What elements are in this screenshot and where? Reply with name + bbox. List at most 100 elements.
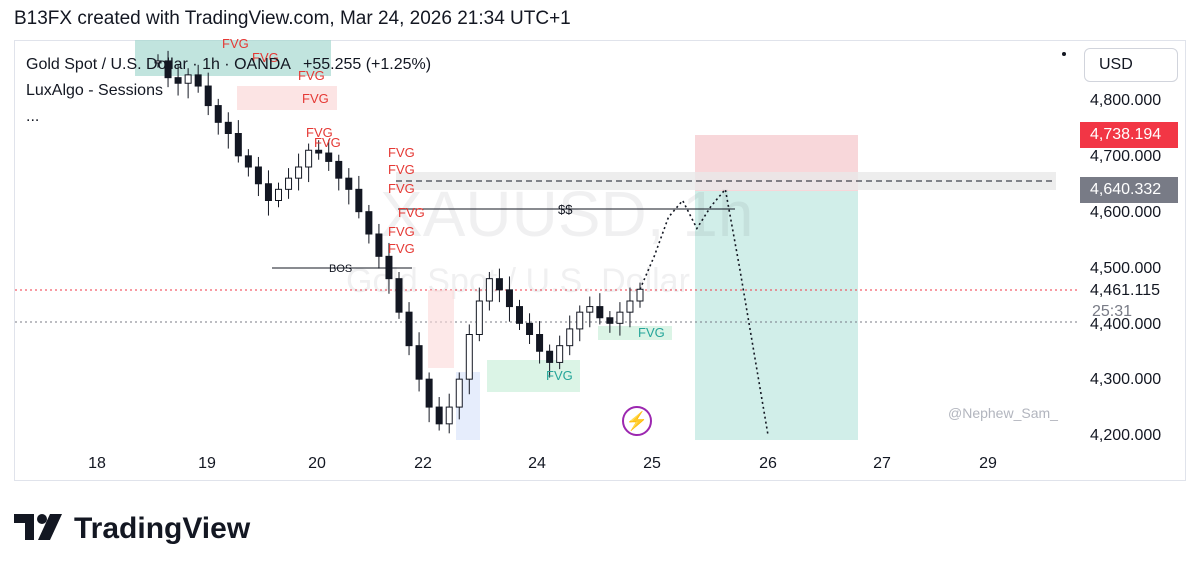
fvg-label: FVG <box>222 36 249 51</box>
candle-body <box>425 378 433 408</box>
fvg-label: FVG <box>398 205 425 220</box>
y-tick: 4,800.000 <box>1090 92 1162 109</box>
candle-body <box>626 300 634 313</box>
watermark-name: Gold Spot / U.S. Dollar <box>346 262 690 300</box>
session-box <box>428 290 454 368</box>
candle-body <box>596 306 604 319</box>
tv-logo-text: TradingView <box>74 512 251 545</box>
session-box <box>237 86 337 110</box>
tv-logo-icon <box>14 514 62 540</box>
candle-body <box>305 149 313 168</box>
fvg-label: FVG <box>314 135 341 150</box>
price-change: +55.255 (+1.25%) <box>302 56 432 73</box>
candle-body <box>576 311 584 330</box>
candle-body <box>546 350 554 363</box>
entry-price-tag: 4,640.332 <box>1080 177 1178 203</box>
currency-button[interactable]: USD <box>1084 48 1178 82</box>
x-tick: 26 <box>759 455 777 472</box>
candle-body <box>526 322 534 336</box>
fvg-label: FVG <box>298 68 325 83</box>
candle-body <box>616 311 624 324</box>
candle-body <box>345 177 353 190</box>
tradingview-logo[interactable]: TradingView <box>14 510 250 550</box>
chart-frame[interactable] <box>14 40 1186 481</box>
x-tick: 27 <box>873 455 891 472</box>
fvg-label: FVG <box>546 368 573 383</box>
fvg-label: FVG <box>306 125 333 140</box>
x-tick: 20 <box>308 455 326 472</box>
candle-body <box>275 188 282 201</box>
candle-body <box>184 74 192 84</box>
candles <box>154 50 644 434</box>
candle-body <box>264 183 272 201</box>
candle-body <box>174 77 182 84</box>
candle-body <box>415 345 423 380</box>
candle-body <box>285 177 293 190</box>
candle-body <box>586 306 594 313</box>
session-box <box>598 326 672 340</box>
watermark-ticker: XAUUSD, 1h <box>380 178 753 250</box>
fvg-labels: FVGFVGFVGFVGFVGFVGFVGFVGFVGFVGFVGFVGFVGF… <box>222 36 665 383</box>
candle-body <box>435 406 443 425</box>
candle-body <box>566 328 574 347</box>
x-tick: 18 <box>88 455 106 472</box>
candle-body <box>355 188 363 213</box>
y-tick: 4,500.000 <box>1090 260 1162 277</box>
y-tick: 4,200.000 <box>1090 427 1162 444</box>
candle-body <box>395 278 403 313</box>
fvg-label: FVG <box>302 91 329 106</box>
fvg-label: FVG <box>388 145 415 160</box>
target-price-tag: 4,738.194 <box>1080 122 1178 148</box>
candle-body <box>254 166 262 185</box>
stop-zone <box>695 191 858 440</box>
candle-body <box>375 233 383 257</box>
liquidity-label: $$ <box>558 202 573 217</box>
candle-body <box>295 166 303 179</box>
fvg-label: FVG <box>388 241 415 256</box>
x-tick: 29 <box>979 455 997 472</box>
candle-body <box>315 149 323 154</box>
x-tick: 25 <box>643 455 661 472</box>
fvg-label: FVG <box>388 162 415 177</box>
candle-body <box>505 289 513 308</box>
candle-body <box>536 334 544 352</box>
session-box <box>487 360 580 392</box>
candle-body <box>455 378 463 408</box>
candle-body <box>204 85 212 107</box>
projection-path <box>639 187 769 436</box>
y-tick: 4,600.000 <box>1090 204 1162 221</box>
candle-body <box>335 160 343 179</box>
fvg-label: FVG <box>388 181 415 196</box>
x-tick: 22 <box>414 455 432 472</box>
symbol-name: Gold Spot / U.S. Dollar · 1h · OANDA <box>26 56 291 73</box>
candle-body <box>475 300 483 335</box>
symbol-legend[interactable]: Gold Spot / U.S. Dollar · 1h · OANDA +55.… <box>26 52 431 130</box>
candle-body <box>485 278 493 302</box>
fvg-label: FVG <box>638 325 665 340</box>
candle-body <box>516 306 523 324</box>
candle-body <box>365 211 373 235</box>
lightning-icon[interactable]: ⚡ <box>622 406 652 436</box>
author-watermark: @Nephew_Sam_ <box>948 405 1058 421</box>
y-tick: 4,300.000 <box>1090 371 1162 388</box>
more-indicators[interactable]: ... <box>26 108 40 125</box>
menu-dot-icon[interactable] <box>1062 52 1066 56</box>
x-tick: 24 <box>528 455 546 472</box>
candle-body <box>164 60 172 79</box>
last-price-tag: 4,461.115 <box>1090 282 1160 299</box>
candle-body <box>224 121 232 135</box>
candle-body <box>556 345 564 363</box>
candle-body <box>325 152 333 162</box>
x-tick: 19 <box>198 455 216 472</box>
candle-body <box>154 60 162 64</box>
chart-header: B13FX created with TradingView.com, Mar … <box>14 8 571 29</box>
fvg-label: FVG <box>252 50 279 65</box>
candle-body <box>244 155 252 168</box>
candle-body <box>234 133 242 157</box>
candle-body <box>214 105 222 123</box>
candle-body <box>385 255 393 280</box>
indicator-name[interactable]: LuxAlgo - Sessions <box>26 82 163 99</box>
candle-body <box>194 74 202 87</box>
bos-label: BOS <box>329 263 352 275</box>
